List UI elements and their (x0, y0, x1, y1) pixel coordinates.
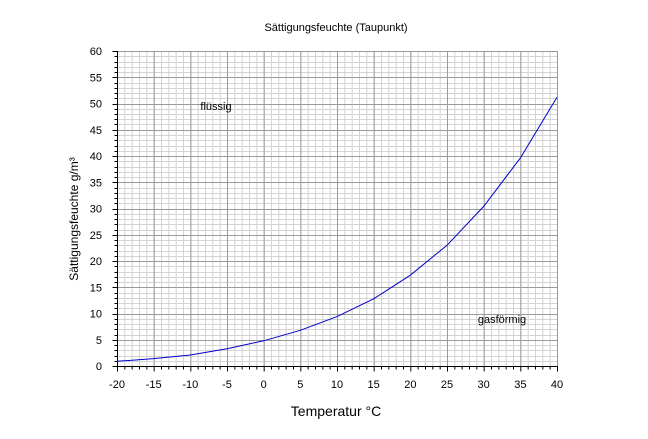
x-tick-label: 15 (368, 379, 380, 391)
y-tick-label: 0 (96, 361, 102, 373)
x-tick-label: 35 (514, 379, 526, 391)
x-tick-label: 20 (404, 379, 416, 391)
y-tick-label: 60 (90, 46, 102, 58)
y-tick-label: 10 (90, 309, 102, 321)
x-tick-label: 25 (441, 379, 453, 391)
x-tick-label: 40 (551, 379, 563, 391)
x-tick-label: 5 (297, 379, 303, 391)
x-axis-label: Temperatur °C (291, 403, 381, 419)
annotations: flüssig gasförmig (200, 101, 526, 326)
series-line (116, 96, 558, 362)
x-tick-label: 30 (478, 379, 490, 391)
x-tick-label: -10 (182, 379, 198, 391)
y-tick-label: 20 (90, 256, 102, 268)
y-tick-label: 35 (90, 177, 102, 189)
y-tick-label: 5 (96, 335, 102, 347)
annotation-label: gasförmig (478, 314, 526, 326)
x-tick-label: -5 (222, 379, 232, 391)
annotation-label: flüssig (200, 101, 231, 113)
x-tick-label: 10 (331, 379, 343, 391)
y-tick-label: 50 (90, 99, 102, 111)
y-tick-label: 25 (90, 230, 102, 242)
x-axis-ticks: -20 -15 -10 -5 0 5 10 15 20 25 30 35 40 (109, 366, 563, 391)
y-axis-label: Sättigungsfeuchte g/m³ (67, 157, 81, 280)
chart-title: Sättigungsfeuchte (Taupunkt) (264, 22, 407, 34)
series-layer (116, 96, 558, 362)
x-tick-label: -20 (109, 379, 125, 391)
x-tick-label: -15 (146, 379, 162, 391)
y-tick-label: 30 (90, 204, 102, 216)
y-tick-label: 40 (90, 151, 102, 163)
y-tick-label: 15 (90, 282, 102, 294)
y-tick-label: 45 (90, 125, 102, 137)
x-tick-label: 0 (261, 379, 267, 391)
y-tick-label: 55 (90, 72, 102, 84)
y-axis-ticks: 0 5 10 15 20 25 30 35 40 45 50 55 60 (90, 46, 118, 373)
